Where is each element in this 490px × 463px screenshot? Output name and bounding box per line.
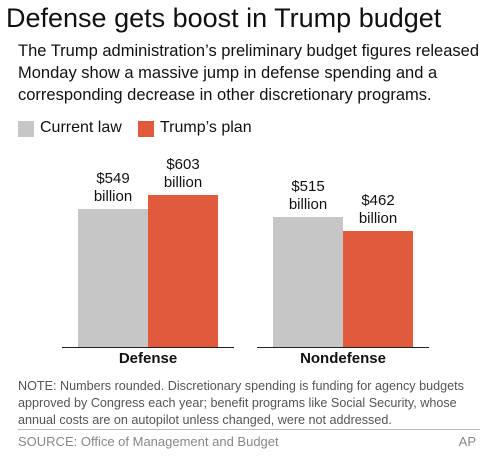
value-label: $549 billion (93, 169, 133, 205)
legend-label: Current law (40, 119, 122, 136)
subtitle: The Trump administration’s preliminary b… (18, 42, 480, 104)
category-label: Nondefense (300, 350, 386, 367)
separator (18, 429, 480, 430)
title: Defense gets boost in Trump budget (6, 3, 442, 33)
value-label: $515 billion (288, 178, 328, 214)
category-label: Defense (118, 350, 178, 367)
legend-swatch (138, 121, 154, 137)
baseline (62, 347, 234, 348)
source: SOURCE: Office of Management and Budget (18, 434, 279, 449)
legend-swatch (18, 121, 34, 137)
credit: AP (458, 434, 476, 449)
bar (343, 230, 413, 347)
bar (273, 217, 343, 347)
bar (148, 195, 218, 347)
value-label: $603 billion (163, 156, 203, 191)
baseline (257, 347, 429, 348)
value-label: $462 billion (358, 191, 398, 227)
legend-label: Trump’s plan (160, 119, 252, 136)
bar (78, 208, 148, 347)
note: NOTE: Numbers rounded. Discretionary spe… (18, 379, 464, 427)
